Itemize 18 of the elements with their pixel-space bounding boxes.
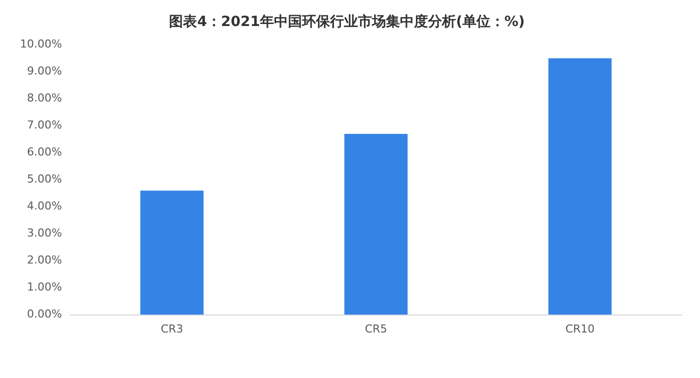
y-tick-label: 0.00% <box>26 308 62 321</box>
y-tick-label: 6.00% <box>26 146 62 159</box>
bar <box>548 58 612 315</box>
y-tick-label: 10.00% <box>20 38 62 51</box>
x-tick-label: CR3 <box>160 322 184 336</box>
y-tick-label: 9.00% <box>26 64 62 78</box>
x-tick-label: CR10 <box>565 322 595 336</box>
bar <box>344 134 408 315</box>
y-tick-label: 8.00% <box>26 92 62 105</box>
y-tick-label: 7.00% <box>26 118 62 132</box>
y-tick-label: 2.00% <box>26 254 62 267</box>
y-tick-label: 5.00% <box>26 172 62 186</box>
chart-title: 图表4：2021年中国环保行业市场集中度分析(单位：%) <box>169 13 525 30</box>
y-tick-label: 4.00% <box>26 200 62 213</box>
bar <box>140 190 204 315</box>
y-tick-label: 3.00% <box>26 226 62 240</box>
y-tick-label: 1.00% <box>26 280 62 294</box>
x-tick-label: CR5 <box>364 322 388 336</box>
